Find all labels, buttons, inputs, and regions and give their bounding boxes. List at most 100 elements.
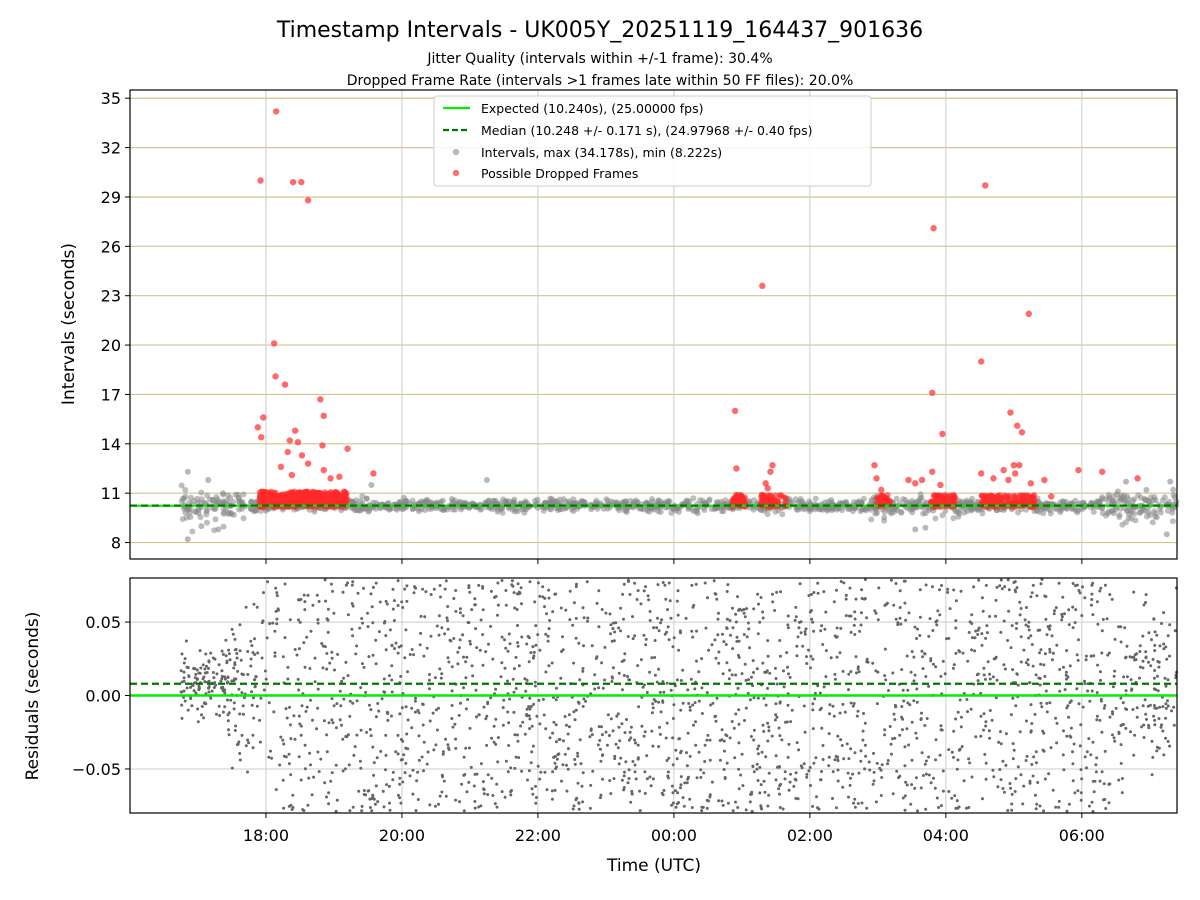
interval-point bbox=[230, 499, 237, 505]
residual-point bbox=[1159, 725, 1163, 729]
interval-point bbox=[974, 506, 981, 513]
residual-point bbox=[581, 667, 585, 670]
residual-point bbox=[493, 802, 497, 806]
residual-point bbox=[903, 764, 907, 768]
residual-point bbox=[576, 754, 580, 758]
residual-point bbox=[405, 599, 409, 603]
residual-point bbox=[246, 770, 249, 774]
residual-point bbox=[391, 778, 395, 782]
residual-point bbox=[703, 581, 707, 585]
residual-point bbox=[1071, 750, 1074, 754]
residual-point bbox=[661, 680, 665, 684]
residual-point bbox=[1111, 710, 1114, 714]
interval-point bbox=[881, 514, 888, 521]
residual-point bbox=[968, 761, 972, 765]
residual-point bbox=[657, 629, 661, 633]
residual-point bbox=[1147, 660, 1150, 664]
residual-point bbox=[1083, 682, 1087, 686]
residual-point bbox=[315, 593, 319, 597]
residual-point bbox=[524, 689, 528, 693]
residual-point bbox=[1157, 746, 1161, 750]
residual-point bbox=[1098, 670, 1102, 674]
interval-point bbox=[399, 506, 406, 512]
residual-point bbox=[985, 631, 989, 635]
residual-point bbox=[766, 804, 770, 808]
residual-point bbox=[983, 752, 987, 756]
residual-point bbox=[650, 729, 654, 733]
residual-point bbox=[648, 775, 652, 779]
dropped-frame-point bbox=[782, 495, 789, 502]
residual-point bbox=[909, 670, 913, 674]
residual-point bbox=[1087, 737, 1091, 741]
residual-point bbox=[668, 599, 672, 603]
y-tick-label: 35 bbox=[101, 89, 121, 108]
residual-point bbox=[835, 635, 838, 639]
residual-point bbox=[316, 621, 320, 625]
residual-point bbox=[1009, 713, 1013, 717]
residual-point bbox=[973, 649, 977, 653]
residual-point bbox=[1085, 750, 1089, 754]
residual-point bbox=[1103, 798, 1107, 801]
residual-point bbox=[235, 652, 239, 655]
residual-point bbox=[396, 793, 400, 797]
residual-point bbox=[1164, 736, 1168, 740]
residual-point bbox=[286, 665, 290, 669]
residual-point bbox=[469, 642, 472, 646]
residual-point bbox=[252, 602, 256, 606]
residual-point bbox=[1019, 660, 1023, 664]
residual-point bbox=[931, 662, 935, 666]
residual-point bbox=[809, 666, 812, 670]
residual-point bbox=[773, 666, 777, 670]
residual-point bbox=[1061, 753, 1065, 757]
residual-point bbox=[783, 770, 787, 774]
residual-point bbox=[249, 639, 253, 643]
residual-point bbox=[1076, 789, 1080, 793]
residual-point bbox=[1091, 809, 1095, 813]
residual-point bbox=[481, 780, 485, 784]
interval-point bbox=[812, 495, 819, 502]
residual-point bbox=[907, 611, 911, 615]
residual-point bbox=[612, 621, 615, 625]
residual-point bbox=[889, 742, 893, 746]
residual-point bbox=[907, 743, 911, 747]
residual-point bbox=[1102, 782, 1106, 786]
residual-point bbox=[636, 664, 640, 668]
interval-point bbox=[797, 498, 804, 505]
legend-intervals-label: Intervals, max (34.178s), min (8.222s) bbox=[481, 145, 722, 160]
dropped-frame-point bbox=[1048, 493, 1055, 500]
residual-point bbox=[362, 586, 365, 590]
residual-point bbox=[330, 697, 334, 701]
residual-point bbox=[492, 740, 496, 744]
residual-point bbox=[419, 614, 423, 618]
residual-point bbox=[761, 661, 765, 665]
residual-point bbox=[854, 655, 858, 659]
residual-point bbox=[573, 758, 577, 761]
residual-point bbox=[849, 776, 852, 780]
dropped-frame-point bbox=[912, 480, 919, 487]
residual-point bbox=[766, 739, 770, 743]
dropped-frame-point bbox=[296, 499, 303, 506]
residual-point bbox=[852, 623, 856, 627]
residual-point bbox=[1110, 597, 1114, 601]
residual-point bbox=[694, 582, 698, 586]
residual-point bbox=[597, 725, 601, 729]
residual-point bbox=[1123, 626, 1127, 630]
residual-point bbox=[860, 801, 864, 805]
residual-point bbox=[182, 679, 186, 683]
residual-point bbox=[375, 756, 379, 760]
residual-point bbox=[1079, 798, 1083, 802]
residual-point bbox=[761, 610, 765, 614]
residual-point bbox=[623, 652, 627, 656]
residual-point bbox=[1142, 723, 1146, 727]
residual-point bbox=[372, 797, 376, 801]
residual-point bbox=[813, 697, 817, 701]
residual-point bbox=[774, 778, 778, 782]
residual-point bbox=[408, 653, 412, 656]
dropped-frame-point bbox=[741, 500, 748, 506]
residual-point bbox=[934, 665, 938, 669]
residual-point bbox=[662, 789, 666, 792]
residual-point bbox=[432, 587, 436, 591]
residual-point bbox=[297, 688, 301, 692]
residual-point bbox=[346, 674, 350, 678]
residual-point bbox=[1031, 774, 1035, 778]
